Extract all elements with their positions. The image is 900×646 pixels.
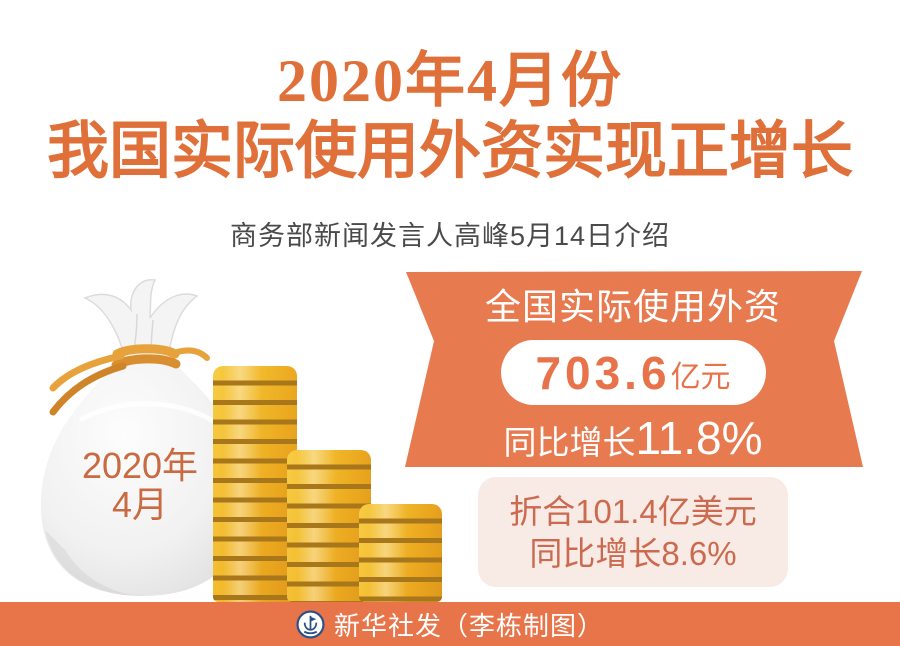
banner-heading: 全国实际使用外资 [484, 286, 781, 327]
banner-content: 全国实际使用外资 703.6 亿元 同比增长11.8% [400, 268, 866, 474]
bag-label-month: 4月 [111, 484, 169, 525]
page-title: 2020年4月份 我国实际使用外资实现正增长 [0, 46, 900, 188]
title-line-2: 我国实际使用外资实现正增长 [46, 118, 853, 186]
amount-unit: 亿元 [670, 360, 731, 394]
amount-pill: 703.6 亿元 [500, 340, 766, 405]
growth-line: 同比增长11.8% [400, 415, 866, 473]
xinhua-logo-icon [296, 609, 325, 639]
usd-line-2: 同比增长8.6% [529, 535, 737, 572]
usd-line-1: 折合101.4亿美元 [509, 493, 757, 530]
coin-stack-icon [287, 450, 371, 602]
footer-bar: 新华社发（李栋制图） [0, 602, 900, 646]
money-bag-label: 2020年 4月 [55, 446, 225, 524]
growth-value: 11.8% [635, 412, 763, 464]
coin-stack-icon [359, 504, 442, 602]
bag-label-year: 2020年 [81, 445, 199, 486]
title-line-1: 2020年4月份 [277, 48, 623, 114]
money-bag-icon [40, 279, 250, 596]
coin-stack-icon [213, 366, 297, 602]
growth-label: 同比增长 [503, 424, 636, 461]
credit-text: 新华社发（李栋制图） [333, 610, 604, 641]
subtitle: 商务部新闻发言人高峰5月14日介绍 [229, 221, 671, 251]
amount-value: 703.6 [535, 346, 671, 399]
usd-equivalent-box: 折合101.4亿美元 同比增长8.6% [478, 477, 788, 587]
